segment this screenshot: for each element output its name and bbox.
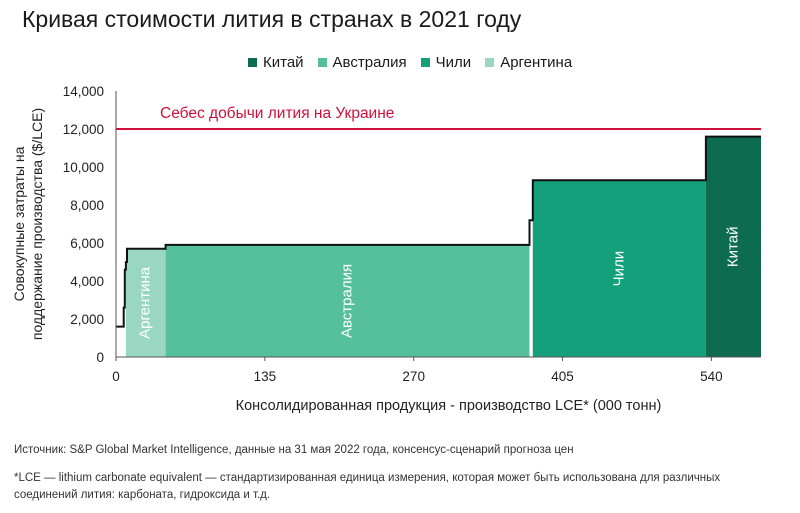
legend-swatch: [420, 58, 430, 67]
y-tick-label: 6,000: [70, 236, 104, 251]
y-tick-label: 12,000: [63, 122, 104, 137]
chart-title: Кривая стоимости лития в странах в 2021 …: [22, 6, 522, 32]
legend-item: Чили: [420, 54, 472, 71]
legend-label: Чили: [435, 54, 472, 71]
legend-swatch: [248, 58, 257, 67]
segment-label: Австралия: [339, 264, 356, 338]
y-tick-label: 0: [96, 350, 104, 365]
x-tick-label: 270: [402, 369, 425, 384]
legend-item: Австралия: [317, 54, 407, 71]
segment-label: Китай: [724, 227, 741, 268]
legend-label: Китай: [263, 54, 304, 71]
cost-curve-chart: Аргентина Австралия Чили Китай Себес добычи …: [11, 84, 761, 414]
x-tick-label: 0: [112, 369, 120, 384]
cost-curve-line: [116, 135, 761, 328]
y-tick-label: 14,000: [63, 84, 104, 99]
segment-label: Чили: [610, 251, 627, 287]
segment-label: Аргентина: [137, 266, 154, 339]
y-tick-label: 4,000: [70, 274, 104, 289]
segment-bar: [125, 248, 166, 357]
y-axis-label-line1: Совокупные затраты на: [11, 146, 27, 301]
legend-item: Аргентина: [485, 54, 572, 71]
x-tick-label: 405: [551, 369, 574, 384]
legend: Китай Австралия Чили Аргентина: [248, 54, 572, 71]
legend-label: Аргентина: [500, 54, 573, 71]
x-tick-label: 135: [254, 369, 277, 384]
y-tick-label: 10,000: [63, 160, 104, 175]
segment-bar: [532, 180, 706, 357]
legend-swatch: [317, 58, 327, 67]
x-axis-label: Консолидированная продукция - производст…: [236, 398, 662, 414]
legend-swatch: [485, 58, 495, 67]
y-tick-label: 2,000: [70, 312, 104, 327]
source-note: Источник: S&P Global Market Intelligence…: [14, 444, 574, 456]
legend-item: Китай: [248, 54, 304, 71]
segment-bar: [165, 244, 530, 357]
reference-line-label: Себес добычи лития на Украине: [160, 105, 394, 122]
segment-bar: [705, 136, 761, 357]
legend-label: Австралия: [332, 54, 407, 71]
footnote: *LCE — lithium carbonate equivalent — ст…: [14, 472, 721, 501]
y-axis-label-line2: поддержание производства ($/LCE): [29, 108, 45, 340]
x-tick-label: 540: [700, 369, 723, 384]
y-tick-label: 8,000: [70, 198, 104, 213]
